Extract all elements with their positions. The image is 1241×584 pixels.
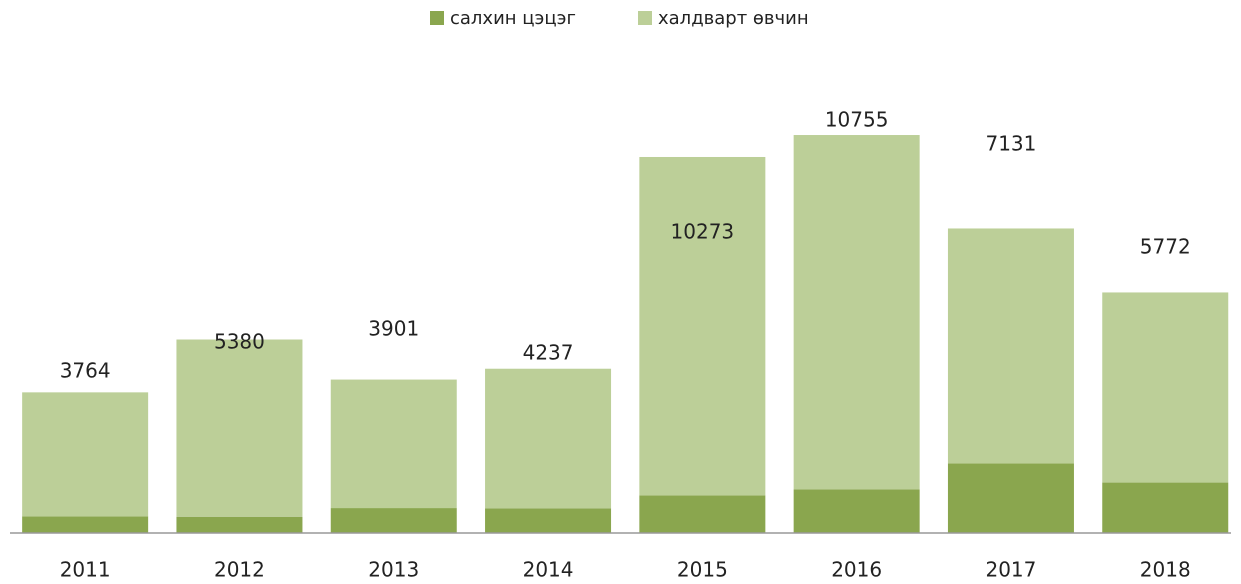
bar-segment <box>176 516 303 533</box>
bar-segment <box>485 508 612 533</box>
bar-segment <box>793 135 920 490</box>
bar-segment <box>1102 292 1229 483</box>
bar-segment <box>639 156 766 496</box>
data-label: 7131 <box>985 132 1036 156</box>
bar-segment <box>22 392 149 517</box>
data-label: 5380 <box>214 330 265 354</box>
x-tick-label: 2012 <box>214 558 265 582</box>
data-label: 3901 <box>368 317 419 341</box>
x-tick-label: 2017 <box>985 558 1036 582</box>
bar-segment <box>176 339 303 517</box>
data-label: 4237 <box>523 341 574 365</box>
bar-segment <box>793 489 920 533</box>
x-tick-label: 2016 <box>831 558 882 582</box>
x-tick-label: 2015 <box>677 558 728 582</box>
data-label: 5772 <box>1140 235 1191 259</box>
legend-label: салхин цэцэг <box>450 8 576 29</box>
bar-segment <box>485 368 612 509</box>
legend-swatch <box>638 11 652 25</box>
bar-segment <box>330 379 457 509</box>
bar-segment <box>947 228 1074 464</box>
data-label: 10273 <box>671 220 735 244</box>
x-tick-label: 2013 <box>368 558 419 582</box>
bar-segment <box>330 508 457 533</box>
data-label: 10755 <box>825 108 889 132</box>
bar-segment <box>1102 482 1229 533</box>
legend-label: халдварт өвчин <box>658 8 809 29</box>
legend-swatch <box>430 11 444 25</box>
bar-segment <box>639 495 766 533</box>
x-tick-label: 2011 <box>60 558 111 582</box>
bar-segment <box>947 463 1074 533</box>
x-tick-label: 2018 <box>1140 558 1191 582</box>
x-tick-label: 2014 <box>523 558 574 582</box>
bar-segment <box>22 516 149 533</box>
data-label: 3764 <box>60 359 111 383</box>
